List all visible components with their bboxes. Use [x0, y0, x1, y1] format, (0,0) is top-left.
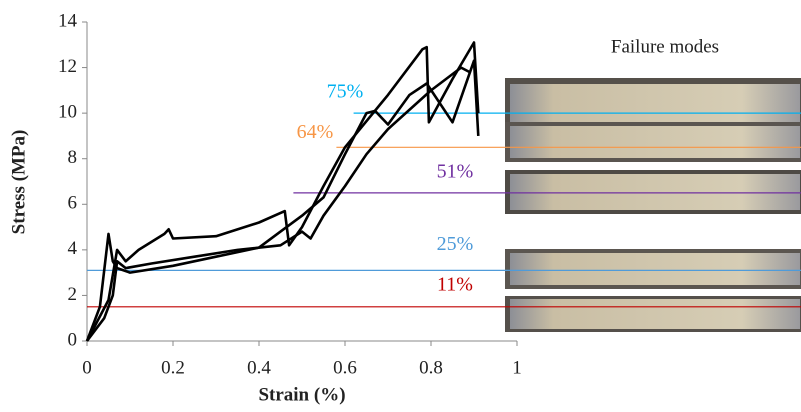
y-tick-label: 4	[68, 238, 78, 259]
y-tick-label: 0	[68, 329, 78, 350]
y-tick-label: 8	[68, 147, 78, 168]
y-tick-label: 2	[68, 284, 78, 305]
annotation-label: 64%	[297, 121, 334, 143]
y-tick-label: 12	[58, 56, 77, 77]
x-tick-label: 0.6	[333, 357, 357, 378]
x-tick-label: 0	[82, 357, 92, 378]
specimen	[510, 253, 800, 285]
x-tick-label: 0.8	[419, 357, 443, 378]
chart: Failure modes Strain (%) Stress (MPa) 0 2…	[0, 0, 801, 412]
x-tick-label: 0.2	[161, 357, 185, 378]
specimen	[510, 299, 800, 329]
specimen	[510, 126, 800, 158]
x-tick-label: 0.4	[247, 357, 271, 378]
y-tick-label: 6	[68, 193, 78, 214]
y-axis-title: Stress (MPa)	[8, 130, 29, 235]
y-tick-label: 10	[58, 102, 77, 123]
annotation-label: 11%	[437, 273, 473, 295]
annotation-label: 25%	[437, 233, 474, 255]
series-line	[87, 61, 478, 341]
annotation-label: 75%	[327, 81, 364, 103]
photos	[505, 78, 801, 332]
x-axis-title: Strain (%)	[258, 384, 345, 405]
specimen	[510, 174, 800, 210]
specimen	[510, 84, 800, 128]
series-line	[87, 68, 470, 341]
photo-title: Failure modes	[611, 36, 719, 57]
y-tick-label: 14	[58, 10, 78, 31]
x-tick-label: 1	[512, 357, 522, 378]
annotation-label: 51%	[437, 160, 474, 182]
